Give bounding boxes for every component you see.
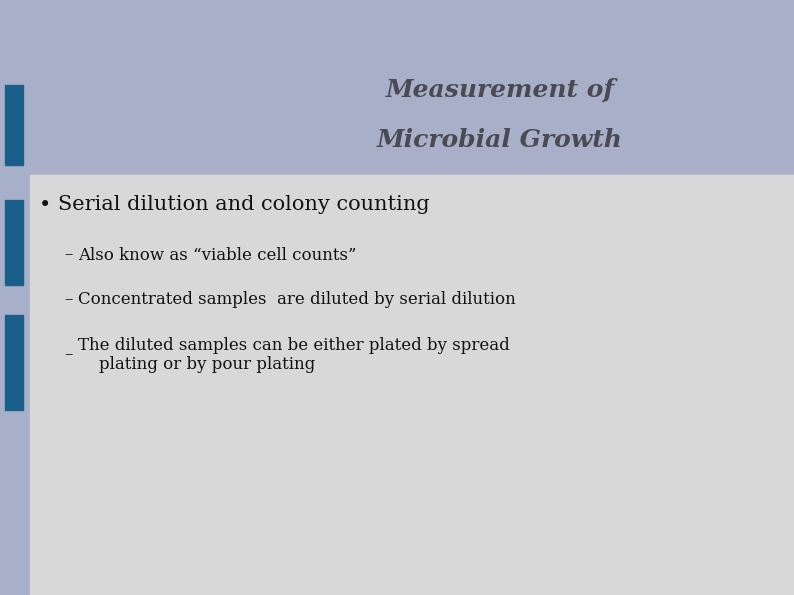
Text: –: – (64, 246, 72, 264)
Text: Serial dilution and colony counting: Serial dilution and colony counting (58, 196, 430, 215)
Text: Concentrated samples  are diluted by serial dilution: Concentrated samples are diluted by seri… (78, 292, 516, 308)
Bar (5, 315, 23, 410)
Text: Also know as “viable cell counts”: Also know as “viable cell counts” (78, 246, 357, 264)
Text: –: – (64, 292, 72, 308)
Bar (30, 175, 794, 595)
Text: •: • (39, 195, 51, 215)
Bar (5, 200, 23, 285)
Text: Measurement of: Measurement of (385, 78, 615, 102)
Text: The diluted samples can be either plated by spread
    plating or by pour platin: The diluted samples can be either plated… (78, 337, 510, 373)
Text: Microbial Growth: Microbial Growth (377, 128, 623, 152)
Bar (5, 85, 23, 165)
Text: –: – (64, 346, 72, 364)
